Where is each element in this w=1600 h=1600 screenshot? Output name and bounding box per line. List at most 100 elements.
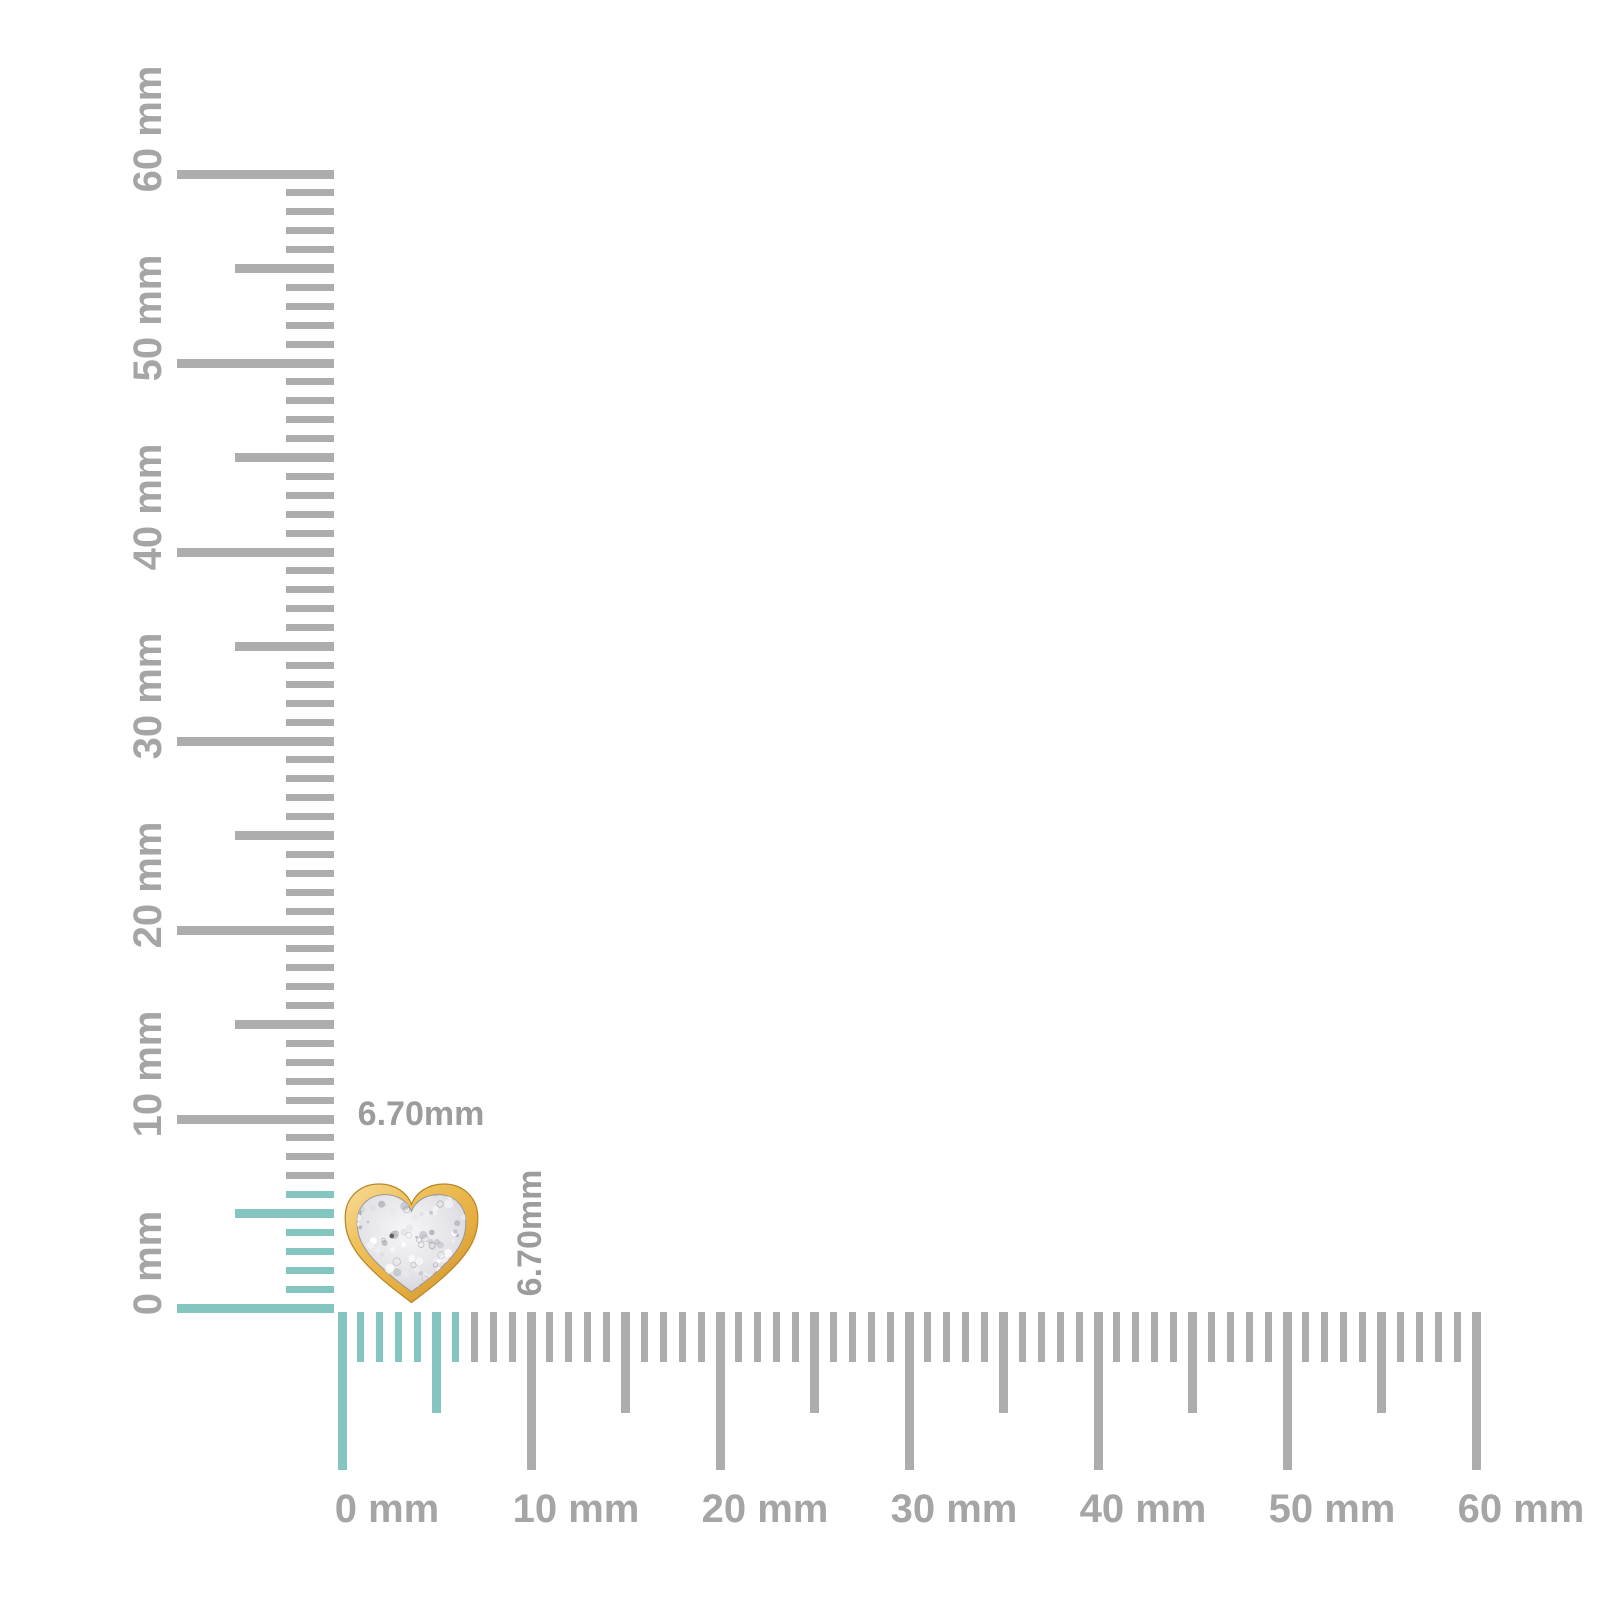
vertical-ruler-tick-23mm [286,869,334,877]
horizontal-ruler-tick-34mm [981,1312,989,1362]
vertical-ruler-tick-46mm [286,435,334,443]
width-measurement-label: 6.70mm [357,1095,485,1133]
horizontal-ruler-tick-7mm [470,1312,478,1362]
horizontal-ruler-label-0mm: 0 mm [334,1487,440,1531]
horizontal-ruler-tick-14mm [603,1312,611,1362]
vertical-ruler-tick-31mm [286,718,334,726]
vertical-ruler-label-50mm: 50 mm [126,254,170,382]
horizontal-ruler-tick-43mm [1151,1312,1159,1362]
horizontal-ruler-tick-27mm [848,1312,856,1362]
horizontal-ruler-label-50mm: 50 mm [1268,1487,1396,1531]
vertical-ruler-tick-25mm [235,831,334,840]
horizontal-ruler-tick-17mm [659,1312,667,1362]
horizontal-ruler-tick-21mm [735,1312,743,1362]
vertical-ruler-tick-21mm [286,907,334,915]
horizontal-ruler-tick-23mm [773,1312,781,1362]
horizontal-ruler-label-60mm: 60 mm [1457,1487,1585,1531]
vertical-ruler-tick-45mm [235,453,334,462]
vertical-ruler-tick-40mm [177,547,334,557]
horizontal-ruler-tick-39mm [1075,1312,1083,1362]
vertical-ruler-tick-32mm [286,699,334,707]
vertical-ruler-tick-36mm [286,624,334,632]
horizontal-ruler-tick-10mm [526,1312,536,1470]
horizontal-ruler-tick-29mm [886,1312,894,1362]
horizontal-ruler-tick-26mm [829,1312,837,1362]
horizontal-ruler-tick-25mm [810,1312,819,1413]
vertical-ruler-tick-41mm [286,529,334,537]
vertical-ruler-tick-52mm [286,321,334,329]
vertical-ruler-label-60mm: 60 mm [126,65,170,193]
vertical-ruler-tick-59mm [286,189,334,197]
vertical-ruler-tick-38mm [286,586,334,594]
vertical-ruler-tick-13mm [286,1058,334,1066]
horizontal-ruler-tick-32mm [943,1312,951,1362]
horizontal-ruler-tick-31mm [924,1312,932,1362]
vertical-ruler-label-40mm: 40 mm [126,443,170,571]
vertical-ruler-tick-2mm [286,1266,334,1274]
horizontal-ruler-tick-18mm [678,1312,686,1362]
horizontal-ruler-tick-3mm [395,1312,403,1362]
horizontal-ruler-tick-59mm [1453,1312,1461,1362]
horizontal-ruler-tick-24mm [792,1312,800,1362]
heart-pendant-image [344,1183,479,1304]
vertical-ruler-tick-11mm [286,1096,334,1104]
vertical-ruler-tick-47mm [286,416,334,424]
vertical-ruler-tick-57mm [286,227,334,235]
horizontal-ruler-tick-13mm [584,1312,592,1362]
horizontal-ruler-tick-60mm [1471,1312,1481,1470]
vertical-ruler-tick-22mm [286,888,334,896]
horizontal-ruler-label-20mm: 20 mm [701,1487,829,1531]
horizontal-ruler-tick-11mm [546,1312,554,1362]
horizontal-ruler-tick-1mm [357,1312,365,1362]
horizontal-ruler-tick-48mm [1245,1312,1253,1362]
horizontal-ruler-label-40mm: 40 mm [1079,1487,1207,1531]
horizontal-ruler-tick-0mm [337,1312,347,1470]
vertical-ruler-tick-34mm [286,661,334,669]
horizontal-ruler-tick-5mm [432,1312,441,1413]
vertical-ruler-tick-5mm [235,1209,334,1218]
horizontal-ruler-tick-40mm [1093,1312,1103,1470]
horizontal-ruler-tick-12mm [565,1312,573,1362]
vertical-ruler-tick-44mm [286,472,334,480]
vertical-ruler-tick-60mm [177,169,334,179]
vertical-ruler-tick-9mm [286,1134,334,1142]
horizontal-ruler-tick-37mm [1037,1312,1045,1362]
vertical-ruler-tick-42mm [286,510,334,518]
horizontal-ruler-tick-38mm [1056,1312,1064,1362]
vertical-ruler-tick-8mm [286,1153,334,1161]
horizontal-ruler-tick-9mm [508,1312,516,1362]
horizontal-ruler-tick-52mm [1321,1312,1329,1362]
vertical-ruler-tick-55mm [235,264,334,273]
vertical-ruler-tick-30mm [177,736,334,746]
horizontal-ruler-tick-49mm [1264,1312,1272,1362]
vertical-ruler-tick-20mm [177,925,334,935]
horizontal-ruler-tick-42mm [1132,1312,1140,1362]
horizontal-ruler-tick-4mm [414,1312,422,1362]
vertical-ruler-label-30mm: 30 mm [126,632,170,760]
vertical-ruler-tick-27mm [286,794,334,802]
horizontal-ruler-tick-55mm [1377,1312,1386,1413]
horizontal-ruler-tick-45mm [1188,1312,1197,1413]
horizontal-ruler-tick-15mm [621,1312,630,1413]
horizontal-ruler-tick-53mm [1340,1312,1348,1362]
horizontal-ruler-tick-51mm [1302,1312,1310,1362]
horizontal-ruler-tick-56mm [1396,1312,1404,1362]
horizontal-ruler-label-10mm: 10 mm [512,1487,640,1531]
vertical-ruler-label-0mm: 0 mm [126,1210,170,1316]
vertical-ruler-tick-35mm [235,642,334,651]
horizontal-ruler-tick-57mm [1415,1312,1423,1362]
horizontal-ruler-tick-54mm [1359,1312,1367,1362]
horizontal-ruler-tick-16mm [640,1312,648,1362]
horizontal-ruler-tick-8mm [489,1312,497,1362]
pave-dark-dot [389,1233,395,1239]
horizontal-ruler-tick-47mm [1226,1312,1234,1362]
vertical-ruler-label-10mm: 10 mm [126,1010,170,1138]
vertical-ruler-tick-24mm [286,850,334,858]
horizontal-ruler-tick-44mm [1170,1312,1178,1362]
horizontal-ruler-label-30mm: 30 mm [890,1487,1018,1531]
vertical-ruler-tick-39mm [286,567,334,575]
horizontal-ruler-tick-19mm [697,1312,705,1362]
vertical-ruler-tick-58mm [286,208,334,216]
vertical-ruler-label-20mm: 20 mm [126,821,170,949]
vertical-ruler-tick-49mm [286,378,334,386]
